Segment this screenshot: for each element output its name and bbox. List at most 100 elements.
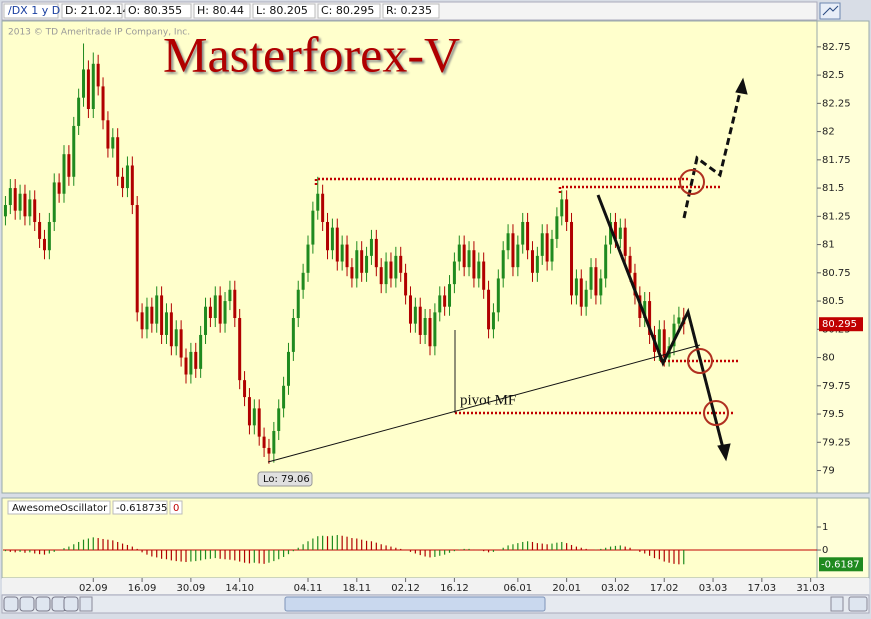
candle-body — [321, 193, 325, 222]
candle-body — [643, 301, 647, 319]
zoom-buttons — [3, 596, 79, 612]
y-tick-label: 82 — [822, 127, 835, 138]
osc-title[interactable]: AwesomeOscillator — [12, 503, 108, 514]
osc-header-cell — [169, 500, 183, 515]
overlay-title: Masterforex-V — [163, 26, 460, 82]
candle-body — [433, 312, 437, 347]
candle-body — [657, 329, 661, 352]
watermark: 2013 © TD Ameritrade IP Company, Inc. — [8, 28, 190, 38]
candle-body — [379, 267, 383, 285]
scroll-end[interactable] — [848, 596, 868, 612]
x-tick-label: 03.02 — [601, 583, 630, 594]
candle-body — [316, 193, 320, 211]
x-tick-label: 17.02 — [650, 583, 679, 594]
candle-body — [516, 244, 520, 268]
highlight-circle — [687, 348, 713, 374]
candle-body — [511, 233, 515, 268]
candle-body — [82, 69, 86, 98]
x-tick-label: 04.11 — [294, 583, 323, 594]
candle-body — [599, 278, 603, 296]
zoom-out[interactable] — [35, 596, 51, 612]
candle-body — [194, 351, 198, 369]
candle-body — [545, 233, 549, 262]
resistance-level — [314, 177, 690, 185]
candle-body — [247, 397, 251, 426]
pan-tool[interactable] — [63, 596, 79, 612]
candle-body — [286, 351, 290, 386]
candle-body — [482, 261, 486, 290]
candle-body — [579, 278, 583, 307]
candle-body — [448, 284, 452, 307]
candle-body — [257, 408, 261, 437]
y-tick-label: 82.75 — [822, 42, 851, 53]
candle-body — [311, 210, 315, 245]
candle-body — [326, 221, 330, 251]
candle-body — [609, 221, 613, 245]
candle-body — [418, 306, 422, 335]
highlight-circle — [679, 169, 705, 195]
y-tick-label: 81.25 — [822, 211, 851, 222]
scroll-thumb[interactable] — [284, 596, 546, 612]
x-tick-label: 18.11 — [342, 583, 371, 594]
header-cell — [61, 3, 123, 19]
candle-body — [267, 447, 271, 454]
header-open: O: 80.355 — [128, 4, 182, 17]
candle-body — [452, 261, 456, 285]
header-cell — [382, 3, 440, 19]
price-pane — [1, 20, 818, 494]
zoom-in-more[interactable] — [19, 596, 35, 612]
candle-body — [218, 295, 222, 324]
y-tick-label: 81.5 — [822, 183, 844, 194]
candle-body — [399, 255, 403, 273]
candle-body — [677, 317, 681, 324]
forecast-up — [682, 91, 742, 219]
scroll-left[interactable] — [79, 596, 93, 612]
candle-body — [477, 261, 481, 279]
arrow-head — [735, 77, 748, 95]
candle-body — [179, 329, 183, 358]
candle-body — [384, 261, 388, 285]
arrow-head — [717, 443, 731, 462]
candle-body — [365, 255, 369, 273]
y-tick-label: 82.5 — [822, 70, 844, 81]
low-tag — [257, 471, 313, 487]
candle-body — [228, 289, 232, 302]
candle-body — [555, 216, 559, 239]
y-tick-label: 79.5 — [822, 409, 844, 420]
scroll-right[interactable] — [830, 596, 844, 612]
candle-body — [33, 199, 37, 222]
candle-body — [135, 205, 139, 313]
candle-body — [350, 267, 354, 279]
candle-body — [111, 137, 115, 149]
price-tag-label: 80.295 — [822, 319, 857, 330]
chart-style-button[interactable] — [819, 2, 841, 20]
candle-body — [301, 272, 305, 290]
candle-body — [96, 63, 100, 87]
x-tick-label: 02.12 — [391, 583, 420, 594]
x-tick-label: 06.01 — [504, 583, 533, 594]
osc-header-cell — [7, 500, 111, 515]
zoom-in[interactable] — [3, 596, 19, 612]
symbol[interactable]: /DX 1 y D — [8, 4, 60, 17]
header-cell — [317, 3, 381, 19]
candle-body — [604, 244, 608, 279]
candle-body — [462, 244, 466, 268]
osc-value: -0.618735 — [116, 503, 167, 514]
candle-body — [28, 199, 32, 217]
candle-body — [47, 221, 51, 251]
candle-body — [560, 199, 564, 217]
y-tick-label: 81.75 — [822, 155, 851, 166]
forecast-down — [596, 194, 726, 453]
osc-plot — [3, 535, 817, 565]
osc-value-tag — [819, 557, 863, 572]
x-tick-label: 30.09 — [177, 583, 206, 594]
low-label: Lo: 79.06 — [263, 474, 310, 485]
candle-body — [613, 221, 617, 239]
candle-body — [243, 380, 247, 398]
header-cell — [124, 3, 192, 19]
candle-body — [526, 221, 530, 251]
resistance-level — [558, 185, 720, 193]
candle-body — [340, 244, 344, 262]
candle-body — [530, 250, 534, 273]
